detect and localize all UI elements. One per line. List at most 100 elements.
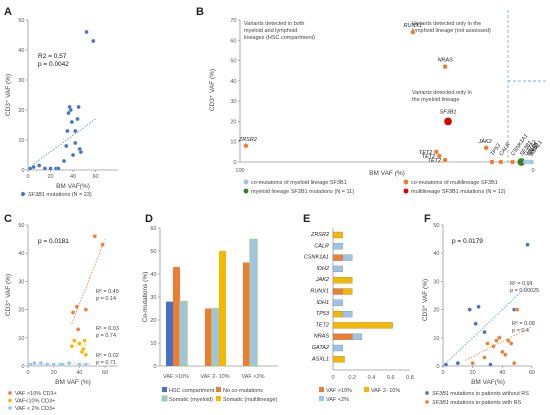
region-label-both: myeloid and lymphoid <box>244 28 297 34</box>
gene-label: CALR <box>498 142 511 157</box>
legend-label: Somatic (multilineage) <box>223 397 278 403</box>
legend-label: VAF 2- 10% <box>371 388 400 394</box>
legend-label: SF3B1 mutations in patients with RS <box>432 400 522 406</box>
bar <box>249 238 258 367</box>
legend-gene: SF3B1 <box>432 391 449 397</box>
data-point <box>83 352 89 357</box>
data-point <box>92 234 98 239</box>
data-point <box>488 362 493 367</box>
data-point <box>494 338 499 343</box>
x-tick-label: 0 <box>331 375 334 381</box>
y-tick-label: 50 <box>150 249 156 255</box>
data-point-runx1 <box>410 29 416 35</box>
data-point <box>75 327 81 332</box>
legend-marker <box>403 188 409 194</box>
data-point-asxl1 <box>528 159 535 165</box>
data-point-tet2 <box>442 157 448 163</box>
x-axis-title: BM VAF(%) <box>471 379 505 386</box>
y-tick-label: 60 <box>230 38 236 44</box>
data-point <box>82 338 87 343</box>
y-tick-label: 70 <box>230 18 236 24</box>
y-axis-title: CD3⁺ VAF (%) <box>5 74 12 116</box>
trendline-high <box>71 238 106 324</box>
data-point <box>70 152 76 158</box>
data-point <box>68 107 73 113</box>
legend-marker <box>424 399 430 405</box>
y-axis-title: CD3⁺ VAF (%) <box>209 69 216 111</box>
y-tick-label: 0 <box>153 364 156 370</box>
category-label: VAF >10% <box>163 374 189 380</box>
gene-label: RUNX1 <box>310 289 329 295</box>
y-tick-label: 20 <box>150 318 156 324</box>
data-point <box>61 158 67 164</box>
data-point <box>78 149 84 155</box>
y-tick-label: 40 <box>230 79 236 85</box>
x-tick-label: 40 <box>499 370 505 376</box>
y-axis-title: Co-mutations (%) <box>142 272 149 323</box>
x-tick-label: 20 <box>470 370 476 376</box>
y-tick-label: 60 <box>150 226 156 232</box>
data-point <box>66 110 71 116</box>
data-point <box>45 362 50 367</box>
bar <box>243 262 250 366</box>
p-value-stat: p = 0.0181 <box>38 238 69 245</box>
data-point <box>32 361 37 366</box>
data-point <box>56 166 61 171</box>
legend-swatch <box>319 396 324 401</box>
y-tick-label: 50 <box>18 223 24 229</box>
data-point <box>77 362 82 367</box>
x-tick-label: 0.8 <box>406 375 414 381</box>
data-point <box>509 341 514 346</box>
legend-marker <box>403 179 409 185</box>
data-point <box>470 361 475 366</box>
y-tick-label: 30 <box>150 295 156 301</box>
data-point <box>76 104 81 110</box>
panel-letter-c: C <box>4 213 12 225</box>
data-point <box>69 119 75 125</box>
x-tick-label: 20 <box>51 370 57 376</box>
region-label-both: Variants detected in both <box>244 21 304 27</box>
x-tick-label: 40 <box>76 370 82 376</box>
x-tick-label: 100 <box>235 168 244 174</box>
bar <box>332 310 343 318</box>
gene-label: JAK2 <box>315 277 329 283</box>
gene-label: JAK2 <box>478 139 492 145</box>
x-tick-label: 0 <box>26 370 29 376</box>
data-point <box>73 128 78 134</box>
y-tick-label: 30 <box>18 279 24 285</box>
y-tick-label: 50 <box>433 223 439 229</box>
legend-marker <box>7 398 13 403</box>
y-tick-label: 10 <box>433 336 439 342</box>
data-point-sf3b1 <box>443 117 453 126</box>
y-tick-label: 40 <box>433 251 439 257</box>
panel-letter-b: B <box>196 6 204 18</box>
y-axis-title: CD3⁺ VAF (%) <box>5 274 12 316</box>
bar <box>332 356 345 363</box>
y-tick-label: 0 <box>436 364 439 370</box>
data-point <box>525 242 530 247</box>
legend-label: Somatic (myeloid) <box>169 397 213 403</box>
legend-label: SF3B1 mutations (N = 23) <box>28 192 92 198</box>
legend-swatch <box>162 387 167 392</box>
category-label: VAF 2- 10% <box>200 374 229 380</box>
x-tick-label: 60 <box>529 370 535 376</box>
x-tick-label: 0 <box>531 168 534 174</box>
gene-label: IDH1 <box>316 300 329 306</box>
p-value-stat: p = 0.0179 <box>452 238 483 245</box>
legend-label: myeloid lineage SF3B1 mutations (N = 11) <box>251 189 354 195</box>
fit-r2: R² = 0.03 <box>96 326 119 332</box>
data-point-zrsr2 <box>243 143 249 149</box>
data-point <box>72 338 77 343</box>
y-tick-label: 30 <box>230 99 236 105</box>
legend-swatch <box>216 387 221 392</box>
x-tick-label: 20 <box>47 174 53 180</box>
gene-label: IDH2 <box>316 266 329 272</box>
panel-letter-f: F <box>424 213 431 225</box>
legend-label: VAF < 2% CD3+ <box>15 406 55 412</box>
bar <box>342 288 353 295</box>
data-point <box>467 307 472 312</box>
x-axis-title: BM VAF(%) <box>56 183 90 190</box>
p-value-stat: p = 0.0042 <box>38 61 69 68</box>
bar <box>332 288 343 295</box>
data-point <box>31 164 36 170</box>
